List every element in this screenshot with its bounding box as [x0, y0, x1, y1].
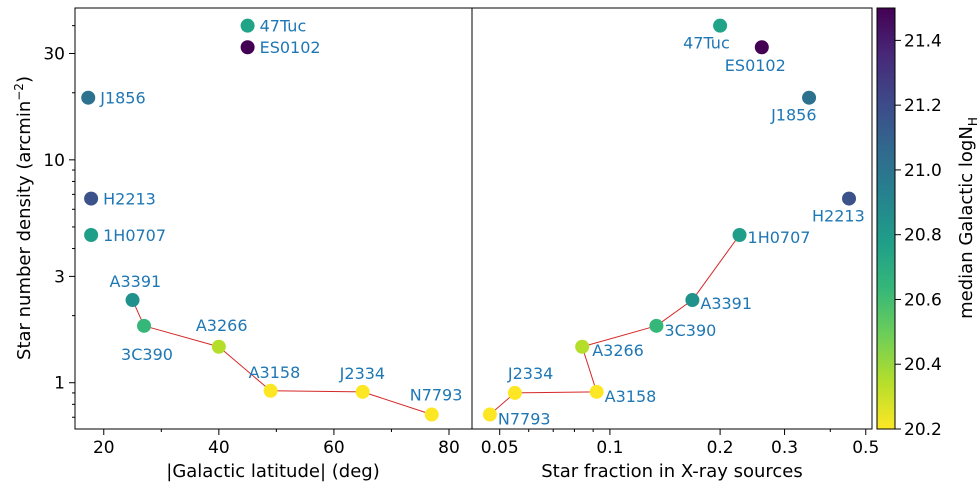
left-x-tick-label: 40 — [208, 438, 230, 458]
left-label-es0102: ES0102 — [260, 38, 321, 57]
left-point-3c390 — [137, 318, 152, 333]
y-tick-label: 1 — [54, 374, 65, 394]
right-point-3c390 — [649, 318, 664, 333]
y-tick-label: 30 — [43, 44, 65, 64]
colorbar-ticks: 20.2 20.4 20.6 20.8 21.0 21.2 21.4 — [895, 31, 942, 440]
left-x-ticks: 20 40 60 80 — [93, 429, 460, 458]
right-connector-lines — [489, 234, 740, 415]
right-point-1h0707 — [732, 228, 747, 243]
colorbar-tick-label: 20.8 — [904, 226, 942, 246]
y-tick-label: 3 — [54, 267, 65, 287]
left-label-1h0707: 1H0707 — [103, 226, 166, 245]
right-point-a3158 — [589, 384, 604, 399]
right-x-tick-label: 0.05 — [481, 438, 519, 458]
y-axis-label: Star number density (arcmin−2) — [12, 76, 35, 360]
left-point-es0102 — [240, 40, 255, 55]
colorbar-tick-label: 20.6 — [904, 290, 942, 310]
colorbar-frame — [876, 7, 896, 430]
left-x-tick-label: 20 — [93, 438, 115, 458]
right-point-n7793 — [482, 407, 497, 422]
left-label-a3391: A3391 — [110, 272, 162, 291]
left-x-tick-label: 60 — [323, 438, 345, 458]
right-axes-frame — [471, 7, 873, 430]
right-point-j2334 — [507, 385, 522, 400]
right-x-tick-label: 0.5 — [852, 438, 879, 458]
right-connector-segment — [582, 325, 657, 348]
left-connector-segment — [218, 346, 271, 392]
left-point-47tuc — [240, 18, 255, 33]
left-point-n7793 — [424, 407, 439, 422]
colorbar: 20.2 20.4 20.6 20.8 21.0 21.2 21.4 median Gala… — [876, 7, 979, 440]
left-panel: 47Tuc ES0102 J1856 H2213 1H0707 A3391 3C390 A32… — [12, 7, 473, 482]
left-label-a3158: A3158 — [249, 363, 301, 382]
colorbar-tick-label: 21.4 — [904, 31, 942, 51]
left-point-1h0707 — [84, 228, 99, 243]
left-point-a3391 — [125, 293, 140, 308]
left-label-j2334: J2334 — [339, 364, 385, 383]
right-label-es0102: ES0102 — [725, 56, 786, 75]
left-connector-segment — [143, 325, 219, 348]
right-connector-segment — [581, 346, 598, 393]
left-label-n7793: N7793 — [410, 386, 463, 405]
left-points — [81, 18, 439, 422]
right-label-j2334: J2334 — [507, 364, 553, 383]
right-point-es0102 — [754, 40, 769, 55]
right-label-j1856: J1856 — [770, 106, 816, 125]
colorbar-gradient — [877, 8, 895, 429]
right-label-47tuc: 47Tuc — [683, 34, 730, 53]
right-connector-segment — [656, 299, 693, 327]
colorbar-tick-label: 20.2 — [904, 420, 942, 440]
colorbar-tick-label: 21.2 — [904, 96, 942, 116]
right-points — [482, 18, 857, 422]
right-x-tick-label: 0.1 — [596, 438, 623, 458]
y-tick-label: 10 — [43, 151, 65, 171]
right-label-1h0707: 1H0707 — [748, 228, 811, 247]
right-point-j1856 — [802, 90, 817, 105]
right-label-h2213: H2213 — [812, 207, 865, 226]
right-point-a3391 — [685, 293, 700, 308]
left-point-j2334 — [355, 384, 370, 399]
left-point-j1856 — [81, 90, 96, 105]
right-x-axis-label: Star fraction in X-ray sources — [541, 461, 803, 482]
left-label-3c390: 3C390 — [121, 345, 173, 364]
right-x-ticks: 0.05 0.1 0.2 0.3 0.5 — [481, 429, 879, 458]
right-connector-segment — [514, 391, 597, 394]
left-label-j1856: J1856 — [99, 89, 145, 108]
colorbar-tick-label: 21.0 — [904, 161, 942, 181]
right-label-3c390: 3C390 — [664, 321, 716, 340]
right-connector-segment — [691, 234, 740, 301]
left-x-axis-label: |Galactic latitude| (deg) — [166, 461, 379, 482]
left-x-tick-label: 80 — [438, 438, 460, 458]
left-label-h2213: H2213 — [103, 190, 156, 209]
left-point-labels: 47Tuc ES0102 J1856 H2213 1H0707 A3391 3C390 A32… — [99, 17, 462, 405]
left-connector-segment — [362, 391, 432, 416]
right-label-n7793: N7793 — [498, 410, 551, 429]
right-x-tick-label: 0.2 — [707, 438, 734, 458]
left-connector-segment — [270, 390, 363, 393]
left-point-h2213 — [84, 191, 99, 206]
right-point-47tuc — [713, 18, 728, 33]
right-point-a3266 — [575, 339, 590, 354]
right-label-a3391: A3391 — [700, 294, 752, 313]
colorbar-label: median Galactic logNH — [956, 117, 979, 319]
left-label-47tuc: 47Tuc — [260, 17, 307, 36]
left-connector-lines — [132, 299, 432, 416]
colorbar-tick-label: 20.4 — [904, 355, 942, 375]
left-point-a3158 — [263, 383, 278, 398]
right-point-h2213 — [842, 191, 857, 206]
right-label-a3266: A3266 — [592, 341, 644, 360]
right-x-tick-label: 0.3 — [771, 438, 798, 458]
left-point-a3266 — [211, 339, 226, 354]
left-y-ticks: 1 3 10 30 — [43, 25, 75, 418]
right-label-a3158: A3158 — [605, 387, 657, 406]
left-label-a3266: A3266 — [196, 316, 248, 335]
